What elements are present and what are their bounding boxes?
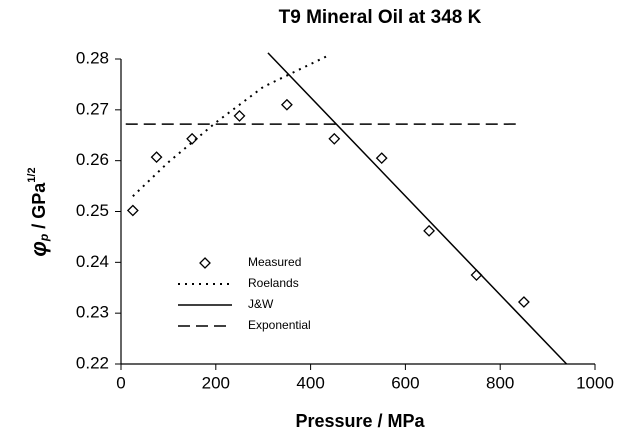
data-point	[517, 296, 530, 308]
x-tick-label: 600	[391, 373, 419, 392]
data-point	[423, 224, 436, 237]
data-point	[233, 110, 246, 122]
data-point	[470, 269, 483, 281]
y-tick-label: 0.28	[76, 48, 109, 67]
legend-label: Exponential	[248, 318, 311, 332]
y-label-symbol: φ	[26, 241, 51, 256]
legend-label: Roelands	[248, 276, 299, 290]
x-tick-label: 1000	[576, 373, 614, 392]
data-point	[126, 204, 139, 217]
x-tick-label: 400	[296, 373, 324, 392]
x-axis-label: Pressure / MPa	[295, 411, 425, 431]
series-line	[132, 54, 330, 197]
x-tick-label: 800	[486, 373, 514, 392]
y-label-subscript: p	[37, 234, 51, 242]
y-tick-label: 0.24	[76, 252, 109, 271]
data-point	[328, 132, 341, 145]
data-point	[280, 98, 293, 111]
y-tick-label: 0.23	[76, 303, 109, 322]
data-point	[375, 152, 388, 165]
data-point	[186, 132, 199, 145]
y-axis-label: φp / GPa1/2	[26, 167, 51, 256]
y-label-unit: / GPa	[29, 182, 49, 234]
y-tick-label: 0.27	[76, 99, 109, 118]
legend-label: J&W	[248, 297, 274, 311]
y-tick-label: 0.26	[76, 150, 109, 169]
y-tick-label: 0.22	[76, 353, 109, 372]
x-tick-label: 0	[116, 373, 125, 392]
data-point	[150, 151, 163, 164]
chart-title: T9 Mineral Oil at 348 K	[279, 7, 482, 28]
legend-label: Measured	[248, 255, 301, 269]
legend-marker	[199, 257, 211, 269]
y-tick-label: 0.25	[76, 201, 109, 220]
y-label-superscript: 1/2	[26, 167, 38, 182]
series-line	[267, 52, 568, 365]
x-tick-label: 200	[202, 373, 230, 392]
